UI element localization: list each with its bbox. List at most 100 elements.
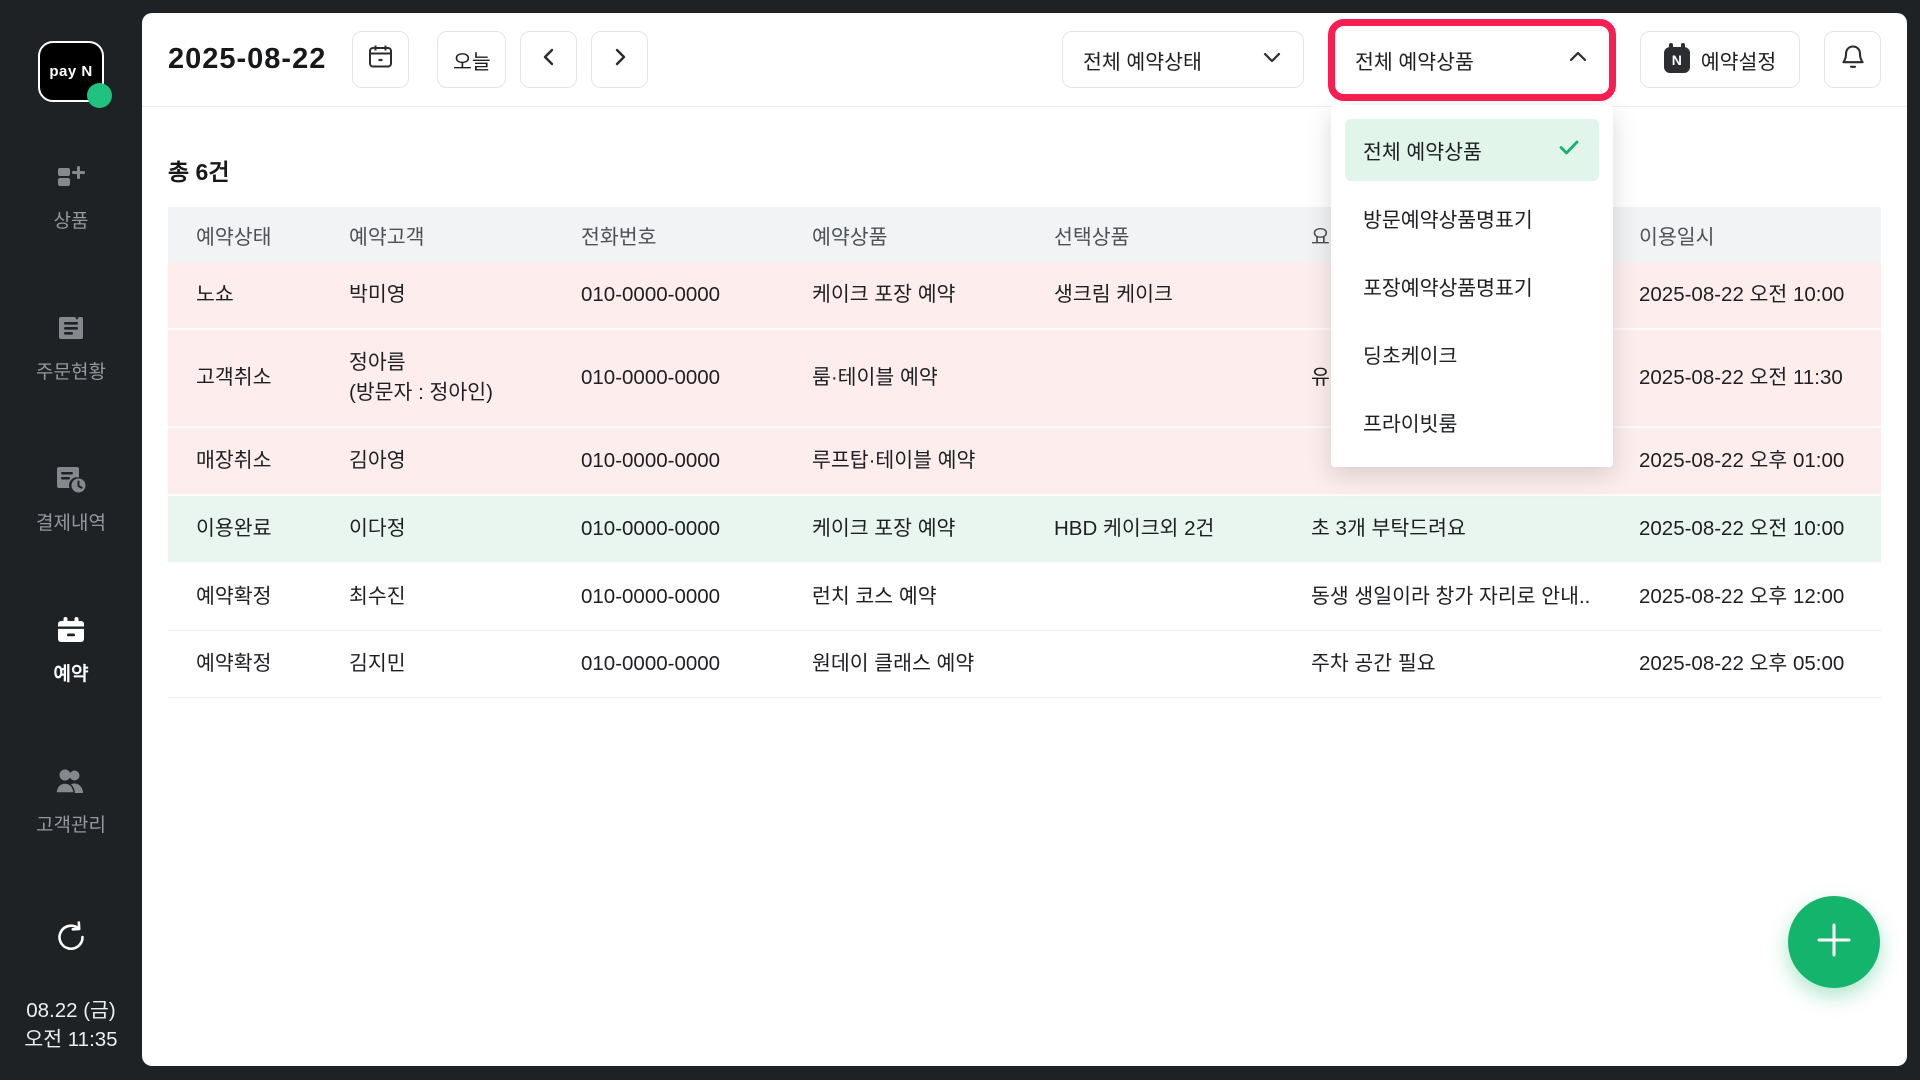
dropdown-option-all-products[interactable]: 전체 예약상품 bbox=[1345, 118, 1599, 181]
sidebar-item-customers[interactable]: 고객관리 bbox=[36, 766, 106, 837]
dropdown-option-dingcho-cake[interactable]: 딩초케이크 bbox=[1345, 323, 1599, 385]
sidebar: pay N 상품 주문현황 결제내역 예약 bbox=[0, 0, 142, 1080]
customer-name: 김지민 bbox=[349, 652, 406, 675]
cell-datetime: 2025-08-22 오후 01:00 bbox=[1639, 449, 1845, 472]
dropdown-option-label: 방문예약상품명표기 bbox=[1363, 208, 1533, 232]
toolbar: 2025-08-22 오늘 전체 예약상태 bbox=[142, 13, 1907, 467]
cell-status: 고객취소 bbox=[196, 366, 272, 389]
product-filter-dropdown: 전체 예약상품 방문예약상품명표기 포장예약상품명표기 딩초케이크 bbox=[1331, 104, 1613, 467]
cell-customer: 박미영 bbox=[349, 262, 581, 328]
refresh-icon[interactable] bbox=[51, 917, 91, 962]
dropdown-option-visit-products[interactable]: 방문예약상품명표기 bbox=[1345, 187, 1599, 249]
cell-product: 원데이 클래스 예약 bbox=[812, 652, 975, 675]
cell-selected-product: HBD 케이크외 2건 bbox=[1054, 517, 1215, 540]
cell-product: 케이크 포장 예약 bbox=[812, 517, 956, 540]
chevron-up-icon bbox=[1567, 46, 1589, 74]
dropdown-option-private-room[interactable]: 프라이빗룸 bbox=[1345, 391, 1599, 453]
sidebar-item-label: 고객관리 bbox=[36, 815, 106, 836]
cell-request: 동생 생일이라 창가 자리로 안내.. bbox=[1311, 585, 1591, 608]
table-row[interactable]: 노쇼 박미영 010-0000-0000 케이크 포장 예약 생크림 케이크 2… bbox=[168, 262, 1881, 330]
reservation-list-section: 총 6건 예약상태 예약고객 전화번호 예약상품 선택상품 요청사항 이용일시 … bbox=[142, 153, 1907, 698]
sidebar-date: 08.22 (금) bbox=[26, 999, 116, 1022]
customer-name: 정아름 bbox=[349, 351, 406, 374]
reservation-calendar-icon bbox=[56, 615, 86, 650]
cell-request: 주차 공간 필요 bbox=[1311, 652, 1436, 675]
cell-product: 케이크 포장 예약 bbox=[812, 283, 956, 306]
reservation-product-filter[interactable]: 전체 예약상품 bbox=[1328, 18, 1616, 101]
cell-selected-product bbox=[1054, 443, 1311, 479]
col-header-status: 예약상태 bbox=[196, 225, 272, 249]
cell-request: 초 3개 부탁드려요 bbox=[1311, 517, 1466, 540]
col-header-datetime: 이용일시 bbox=[1639, 225, 1715, 249]
table-row[interactable]: 매장취소 김아영 010-0000-0000 루프탑·테이블 예약 2025-0… bbox=[168, 428, 1881, 496]
cell-datetime: 2025-08-22 오후 05:00 bbox=[1639, 652, 1845, 675]
customer-name: 최수진 bbox=[349, 585, 406, 608]
dropdown-option-takeout-products[interactable]: 포장예약상품명표기 bbox=[1345, 255, 1599, 317]
sidebar-item-orders[interactable]: 주문현황 bbox=[36, 313, 106, 384]
col-header-product: 예약상품 bbox=[812, 225, 888, 249]
sidebar-item-label: 상품 bbox=[53, 211, 89, 232]
sidebar-bottom: 08.22 (금) 오전 11:35 bbox=[24, 917, 118, 1054]
customer-visitor-note: (방문자 : 정아인) bbox=[349, 381, 493, 404]
sidebar-item-label: 예약 bbox=[53, 664, 89, 685]
dropdown-option-label: 포장예약상품명표기 bbox=[1363, 276, 1533, 300]
notifications-button[interactable] bbox=[1824, 31, 1881, 88]
cell-phone: 010-0000-0000 bbox=[581, 652, 721, 675]
table-row[interactable]: 이용완료 이다정 010-0000-0000 케이크 포장 예약 HBD 케이크… bbox=[168, 496, 1881, 564]
chevron-left-icon bbox=[539, 47, 559, 73]
cell-selected-product bbox=[1054, 360, 1311, 396]
naver-booking-icon: N bbox=[1663, 42, 1690, 73]
today-button[interactable]: 오늘 bbox=[437, 31, 507, 88]
cell-status: 예약확정 bbox=[196, 652, 272, 675]
sidebar-item-payments[interactable]: 결제내역 bbox=[36, 464, 106, 535]
cell-datetime: 2025-08-22 오후 12:00 bbox=[1639, 585, 1845, 608]
col-header-selected-product: 선택상품 bbox=[1054, 225, 1130, 249]
total-count-label: 총 6건 bbox=[168, 159, 230, 185]
table-header-row: 예약상태 예약고객 전화번호 예약상품 선택상품 요청사항 이용일시 bbox=[168, 207, 1881, 262]
cell-status: 이용완료 bbox=[196, 517, 272, 540]
plus-icon bbox=[1813, 919, 1855, 966]
cell-status: 노쇼 bbox=[196, 283, 234, 306]
dropdown-option-label: 프라이빗룸 bbox=[1363, 412, 1458, 436]
chevron-down-icon bbox=[1261, 46, 1283, 74]
cell-customer: 정아름 (방문자 : 정아인) bbox=[349, 330, 581, 426]
previous-day-button[interactable] bbox=[520, 31, 578, 88]
customer-name: 이다정 bbox=[349, 517, 406, 540]
table-row[interactable]: 예약확정 김지민 010-0000-0000 원데이 클래스 예약 주차 공간 … bbox=[168, 631, 1881, 698]
sidebar-nav: 상품 주문현황 결제내역 예약 고객관리 bbox=[0, 162, 142, 917]
cell-phone: 010-0000-0000 bbox=[581, 517, 721, 540]
online-status-dot bbox=[87, 83, 112, 108]
cell-customer: 김지민 bbox=[349, 631, 581, 697]
check-icon bbox=[1557, 135, 1581, 165]
cell-selected-product bbox=[1054, 646, 1311, 682]
cell-product: 룸·테이블 예약 bbox=[812, 366, 938, 389]
chevron-right-icon bbox=[610, 47, 630, 73]
cell-datetime: 2025-08-22 오전 10:00 bbox=[1639, 517, 1845, 540]
calendar-icon bbox=[367, 43, 394, 76]
calendar-picker-button[interactable] bbox=[352, 31, 410, 88]
reservation-settings-button[interactable]: N 예약설정 bbox=[1640, 31, 1800, 88]
payn-logo-text: pay N bbox=[49, 63, 93, 80]
cell-phone: 010-0000-0000 bbox=[581, 585, 721, 608]
cell-product: 런치 코스 예약 bbox=[812, 585, 937, 608]
cell-status: 예약확정 bbox=[196, 585, 272, 608]
customers-people-icon bbox=[54, 766, 88, 801]
cell-customer: 김아영 bbox=[349, 428, 581, 494]
orders-clipboard-icon bbox=[56, 313, 86, 348]
settings-button-label: 예약설정 bbox=[1700, 50, 1777, 74]
next-day-button[interactable] bbox=[591, 31, 649, 88]
today-button-label: 오늘 bbox=[452, 50, 491, 74]
cell-customer: 이다정 bbox=[349, 496, 581, 562]
sidebar-item-products[interactable]: 상품 bbox=[53, 162, 89, 233]
cell-selected-product bbox=[1054, 579, 1311, 615]
sidebar-item-label: 주문현황 bbox=[36, 362, 106, 383]
cell-phone: 010-0000-0000 bbox=[581, 449, 721, 472]
table-row[interactable]: 예약확정 최수진 010-0000-0000 런치 코스 예약 동생 생일이라 … bbox=[168, 564, 1881, 631]
add-reservation-button[interactable] bbox=[1788, 896, 1880, 988]
reservation-status-filter[interactable]: 전체 예약상태 bbox=[1062, 31, 1304, 88]
payn-logo[interactable]: pay N bbox=[38, 41, 112, 108]
sidebar-item-reservation[interactable]: 예약 bbox=[53, 615, 89, 686]
payments-receipt-icon bbox=[55, 464, 87, 499]
table-row[interactable]: 고객취소 정아름 (방문자 : 정아인) 010-0000-0000 룸·테이블… bbox=[168, 330, 1881, 428]
cell-selected-product: 생크림 케이크 bbox=[1054, 283, 1173, 306]
